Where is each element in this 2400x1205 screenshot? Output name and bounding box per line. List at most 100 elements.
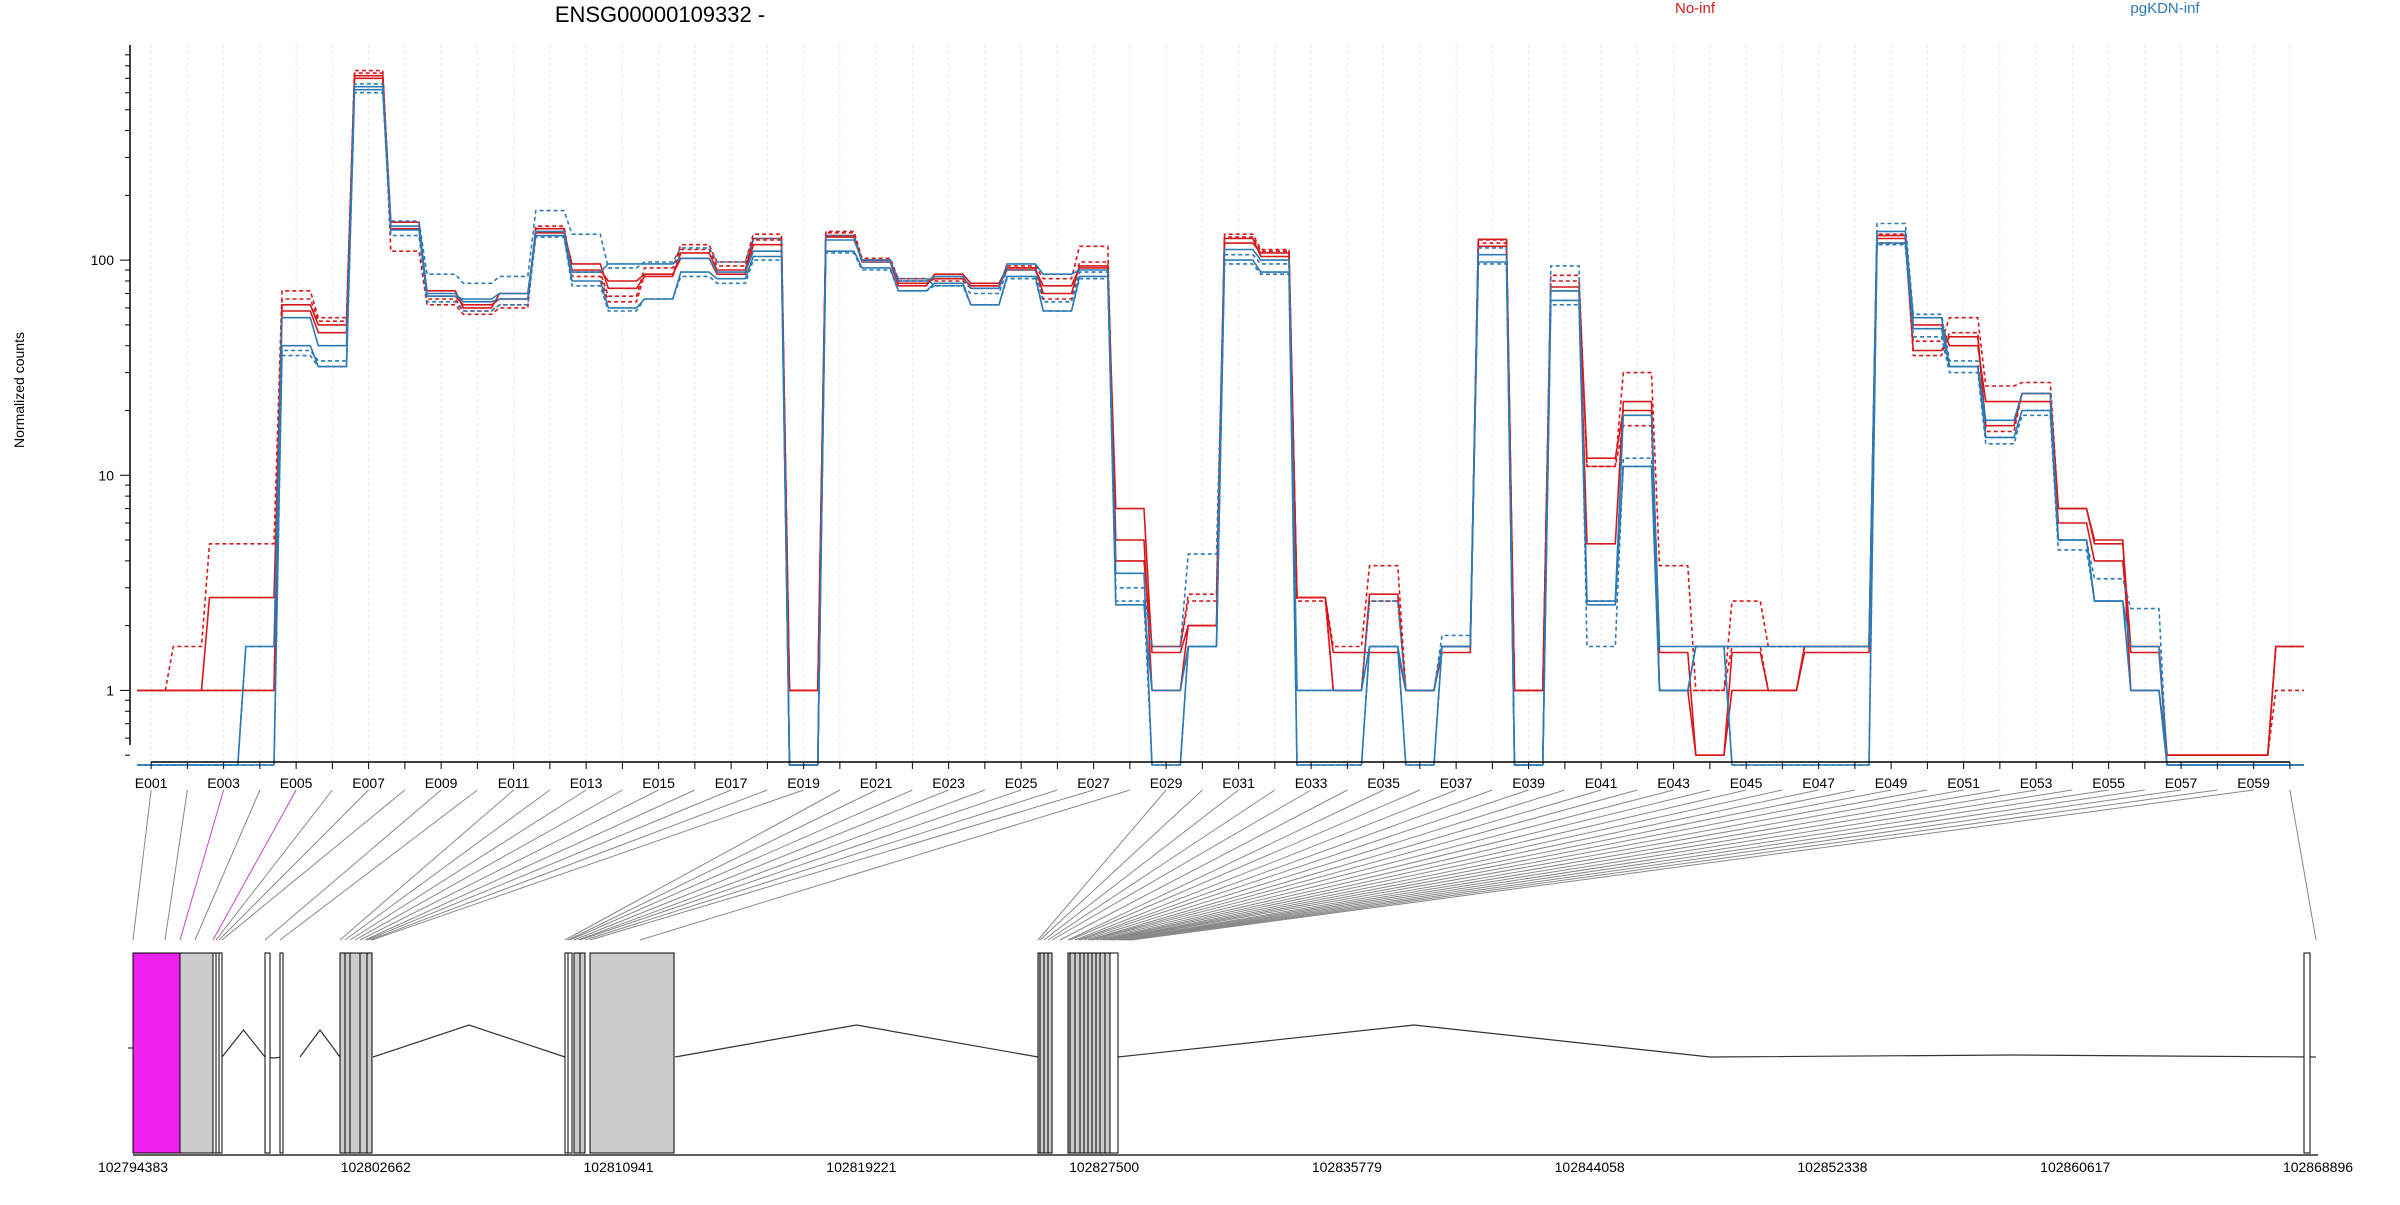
exon-connector (1079, 789, 1529, 941)
exon-connector (584, 789, 1058, 941)
exon-label: E003 (207, 775, 240, 791)
exon-connector (564, 789, 841, 941)
exon-block (279, 952, 284, 1154)
exon-label: E033 (1295, 775, 1328, 791)
intron-line (1709, 1054, 2317, 1058)
exon-connector (264, 789, 442, 941)
exon-label: E041 (1585, 775, 1618, 791)
exon-connector (221, 789, 406, 941)
grid-layer (150, 45, 2291, 765)
legend-pgkdn-inf: pgKDN-inf (2130, 0, 2200, 17)
exon-connector (1125, 789, 2145, 941)
exon-label: E037 (1440, 775, 1473, 791)
y-tick-label: 10 (98, 467, 114, 483)
series-layer (137, 69, 2304, 766)
gene-tick-label: 102819221 (826, 1159, 896, 1175)
y-tick-label: 1 (106, 682, 114, 698)
exon-block (179, 952, 214, 1154)
exon-connector (1099, 789, 1747, 941)
exon-connector (359, 789, 659, 941)
exon-connector (366, 789, 732, 941)
gene-tick-label: 102827500 (1069, 1159, 1139, 1175)
intron-line (299, 1028, 341, 1058)
exon-connector (1111, 789, 1928, 941)
gene-tick-label: 102844058 (1555, 1159, 1625, 1175)
exon-connector (1067, 789, 1384, 941)
exon-connector (567, 789, 877, 941)
exon-block (264, 952, 271, 1154)
exon-connector (577, 789, 986, 941)
exon-label: E017 (715, 775, 748, 791)
exon-label: E027 (1077, 775, 1110, 791)
exon-connector (1077, 789, 1493, 941)
exon-label: E007 (352, 775, 385, 791)
series-line-pgkdn-inf-7 (137, 91, 2304, 766)
chart-title: ENSG00000109332 - (555, 2, 765, 27)
exon-connector (215, 789, 333, 941)
exon-connector (1043, 789, 1239, 941)
exon-connector (1117, 789, 2000, 941)
exon-connector (179, 789, 225, 941)
exon-label: E031 (1222, 775, 1255, 791)
exon-connector (2289, 789, 2317, 941)
connector-layer (132, 789, 2317, 941)
exon-connector (1083, 789, 1566, 941)
x-axis: E001 E003 E005 E007 E009 E011 E013 E015 E017 E019… (135, 761, 2291, 791)
gene-tick-label: 102810941 (584, 1159, 654, 1175)
exon-block (1067, 952, 1111, 1154)
exon-connector (1037, 789, 1167, 941)
exon-connector (132, 789, 152, 941)
gene-tick-label: 102835779 (1312, 1159, 1382, 1175)
exon-connector (1102, 789, 1783, 941)
exon-connector (339, 789, 514, 941)
exon-label: E023 (932, 775, 965, 791)
exon-connector (1107, 789, 1855, 941)
exon-label: E051 (1947, 775, 1980, 791)
gene-axis: 102794383 102802662 102810941 102819221 1028… (98, 1154, 2353, 1175)
legend-no-inf: No-inf (1675, 0, 1716, 17)
exon-label: E001 (135, 775, 168, 791)
exon-connector (589, 789, 1094, 941)
exon-connector (1119, 789, 2037, 941)
exon-block (589, 952, 675, 1154)
exon-connector (369, 789, 768, 941)
exon-label: E013 (570, 775, 603, 791)
exon-label: E029 (1150, 775, 1183, 791)
exon-connector (1131, 789, 2254, 941)
exon-connector (1109, 789, 1892, 941)
intron-line (372, 1024, 566, 1058)
exon-block (212, 952, 223, 1154)
exon-connector (279, 789, 478, 941)
exon-label: E039 (1512, 775, 1545, 791)
exon-connector (212, 789, 297, 941)
exon-label: E035 (1367, 775, 1400, 791)
y-axis: 1 10 100 (91, 45, 131, 756)
exon-connector (1104, 789, 1819, 941)
exon-label: E045 (1730, 775, 1763, 791)
exon-connector (371, 789, 804, 941)
exon-connector (569, 789, 913, 941)
y-axis-label: Normalized counts (11, 332, 27, 448)
exon-connector (1087, 789, 1602, 941)
exon-label: E019 (787, 775, 820, 791)
exon-label: E005 (280, 775, 313, 791)
gene-model (128, 952, 2317, 1154)
exon-label: E021 (860, 775, 893, 791)
intron-line (674, 1024, 1039, 1058)
gene-tick-label: 102852338 (1797, 1159, 1867, 1175)
exon-label: E047 (1802, 775, 1835, 791)
exon-label: E057 (2165, 775, 2198, 791)
exon-block (132, 952, 181, 1154)
exon-label: E049 (1875, 775, 1908, 791)
exon-connector (1113, 789, 1964, 941)
exon-block (2303, 952, 2311, 1154)
exon-connector (1047, 789, 1276, 941)
exon-connector (1089, 789, 1638, 941)
exon-connector (1051, 789, 1312, 941)
exon-connector (1091, 789, 1674, 941)
y-tick-label: 100 (91, 252, 115, 268)
exon-connector (1123, 789, 2109, 941)
exon-connector (1069, 789, 1421, 941)
